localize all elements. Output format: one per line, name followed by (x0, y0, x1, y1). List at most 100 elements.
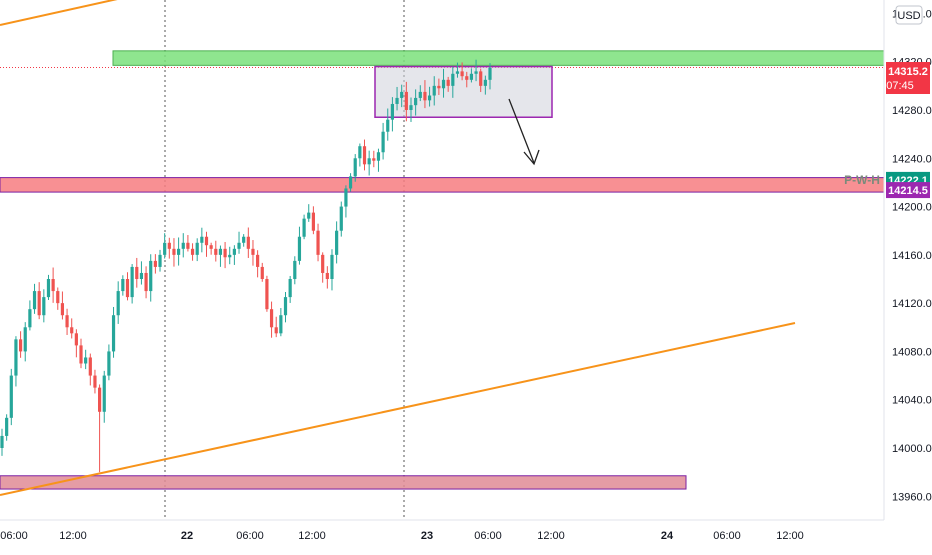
candle-body (167, 242, 171, 249)
candle-body (9, 375, 13, 418)
price-label-tag (886, 62, 930, 94)
candle-body (321, 254, 325, 273)
candle-body (251, 248, 255, 255)
projection-arrowhead (523, 149, 540, 166)
candle-body (149, 260, 153, 292)
y-tick-label: 13960.0 (892, 491, 932, 503)
candle-body (427, 95, 432, 101)
currency-button[interactable] (895, 5, 923, 25)
candle-body (107, 351, 111, 376)
candle-body (181, 242, 185, 249)
candle-body (144, 272, 148, 292)
candle-body (395, 97, 399, 104)
x-tick-label: 06:00 (474, 530, 502, 542)
candle-body (98, 387, 102, 412)
candle-body (14, 339, 18, 376)
candle-body (204, 236, 209, 246)
candle-body (293, 260, 297, 279)
candle-body (32, 291, 37, 310)
candle-body (344, 188, 348, 207)
candle-body (56, 291, 60, 304)
candle-body (5, 417, 9, 436)
pwh-zone (0, 177, 885, 193)
candle-body (79, 345, 83, 364)
candle-body (28, 309, 32, 328)
x-tick-label: 06:00 (0, 530, 28, 542)
y-tick-label: 14080.0 (892, 346, 932, 358)
candle-body (325, 272, 329, 279)
candle-body (70, 327, 74, 334)
candle-body (218, 248, 223, 255)
candle-body (353, 158, 357, 177)
candle-body (269, 309, 274, 328)
candle-body (288, 279, 292, 298)
candle-body (455, 71, 460, 74)
candle-body (42, 297, 46, 316)
candle-body (372, 158, 376, 161)
support-zone (0, 475, 687, 490)
candle-body (400, 91, 404, 98)
x-tick-label: 06:00 (713, 530, 741, 542)
candle-body (279, 315, 283, 334)
candle-body (465, 76, 469, 80)
lower-trendline[interactable] (0, 322, 796, 496)
candle-body (386, 119, 390, 132)
resistance-zone (112, 50, 886, 66)
candle-body (390, 103, 394, 120)
candle-body (381, 131, 385, 153)
candle-body (51, 279, 55, 292)
candle-body (163, 242, 167, 255)
currency-label: USD (897, 10, 920, 22)
candle-body (121, 279, 125, 292)
candle-body (0, 435, 4, 448)
candle-body (232, 248, 236, 255)
candle-body (74, 333, 78, 346)
candle-body (260, 266, 264, 279)
upper-trendline[interactable] (0, 0, 122, 26)
y-tick-label: 14000.0 (892, 443, 932, 455)
candle-body (348, 176, 353, 189)
candle-body (358, 146, 362, 159)
candle-body (409, 105, 413, 110)
candle-body (242, 236, 246, 243)
candle-body (125, 279, 130, 298)
candle-body (223, 248, 227, 258)
candle-body (437, 85, 441, 89)
y-tick-label: 14200.0 (892, 202, 932, 214)
candle-body (60, 303, 65, 316)
price-label-value: 14214.5 (888, 185, 928, 197)
candle-body (186, 242, 190, 249)
y-tick-label: 14120.0 (892, 298, 932, 310)
candle-body (93, 375, 97, 388)
price-label-countdown: 07:45 (886, 80, 914, 92)
candle-body (479, 71, 483, 86)
candle-body (488, 67, 492, 80)
candle-body (330, 254, 334, 279)
candle-body (190, 248, 195, 255)
candle-body (451, 73, 455, 86)
candle-body (111, 315, 116, 352)
candle-body (274, 327, 278, 334)
candle-body (23, 327, 27, 352)
candle-body (256, 254, 260, 267)
candle-body (153, 260, 157, 267)
candle-body (418, 91, 422, 98)
level-label: P-W-H (844, 173, 880, 187)
candle-body (135, 266, 139, 279)
candle-body (316, 230, 320, 255)
candle-body (158, 254, 162, 267)
candle-body (265, 279, 269, 310)
candle-body (195, 242, 199, 255)
candle-body (200, 236, 204, 243)
candle-body (302, 218, 306, 237)
candle-body (335, 230, 339, 255)
x-tick-label: 12:00 (537, 530, 565, 542)
projection-arrow (508, 98, 535, 164)
candle-body (414, 97, 418, 106)
candle-body (474, 71, 478, 74)
candle-body (237, 242, 241, 249)
candle-body (297, 236, 302, 261)
y-tick-label: 14240.0 (892, 153, 932, 165)
